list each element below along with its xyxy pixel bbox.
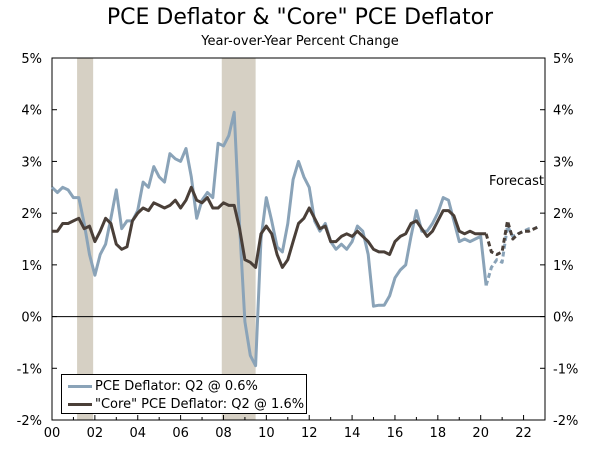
- x-tick-label: 02: [87, 426, 104, 441]
- x-tick-label: 16: [387, 426, 404, 441]
- chart-subtitle: Year-over-Year Percent Change: [201, 34, 399, 49]
- forecast-label: Forecast: [489, 174, 544, 189]
- y-tick-label-right: -1%: [553, 362, 578, 377]
- series-line-3: [484, 219, 541, 256]
- y-tick-label-left: 0%: [21, 311, 42, 326]
- x-tick-label: 06: [172, 426, 189, 441]
- chart-legend: PCE Deflator: Q2 @ 0.6% "Core" PCE Defla…: [61, 374, 307, 414]
- y-tick-label-right: -2%: [553, 414, 578, 429]
- plot-frame: [51, 57, 546, 421]
- y-tick-label-left: 3%: [21, 155, 42, 170]
- x-tick-label: 00: [44, 426, 61, 441]
- y-tick-label-left: 1%: [21, 259, 42, 274]
- y-tick-label-left: -1%: [17, 362, 42, 377]
- recession-band-1: [221, 58, 256, 420]
- y-tick-label-right: 0%: [553, 311, 574, 326]
- y-tick-label-right: 3%: [553, 155, 574, 170]
- x-tick-label: 20: [472, 426, 489, 441]
- legend-item-pce: PCE Deflator: Q2 @ 0.6%: [68, 377, 258, 395]
- y-tick-label-right: 5%: [553, 52, 574, 67]
- recession-band-0: [77, 58, 94, 420]
- legend-label-pce: PCE Deflator: Q2 @ 0.6%: [95, 378, 258, 394]
- y-tick-label-right: 2%: [553, 207, 574, 222]
- y-tick-label-left: -2%: [17, 414, 42, 429]
- legend-item-core-pce: "Core" PCE Deflator: Q2 @ 1.6%: [68, 395, 304, 413]
- y-tick-label-left: 2%: [21, 207, 42, 222]
- x-tick-label: 08: [215, 426, 232, 441]
- y-tick-label-left: 4%: [21, 104, 42, 119]
- series-line-2: [484, 224, 541, 286]
- x-tick-label: 10: [258, 426, 275, 441]
- x-tick-label: 22: [515, 426, 532, 441]
- y-tick-label-left: 5%: [21, 52, 42, 67]
- legend-label-core-pce: "Core" PCE Deflator: Q2 @ 1.6%: [95, 396, 305, 412]
- chart-title: PCE Deflator & "Core" PCE Deflator: [106, 5, 494, 30]
- series-line-1: [52, 185, 487, 269]
- x-tick-label: 18: [430, 426, 447, 441]
- y-tick-label-right: 1%: [553, 259, 574, 274]
- series-line-0: [50, 110, 488, 368]
- x-tick-label: 04: [129, 426, 146, 441]
- x-tick-label: 12: [301, 426, 318, 441]
- legend-swatch-pce: [68, 384, 92, 388]
- x-tick-label: 14: [344, 426, 361, 441]
- y-tick-label-right: 4%: [553, 104, 574, 119]
- legend-swatch-core-pce: [68, 402, 92, 406]
